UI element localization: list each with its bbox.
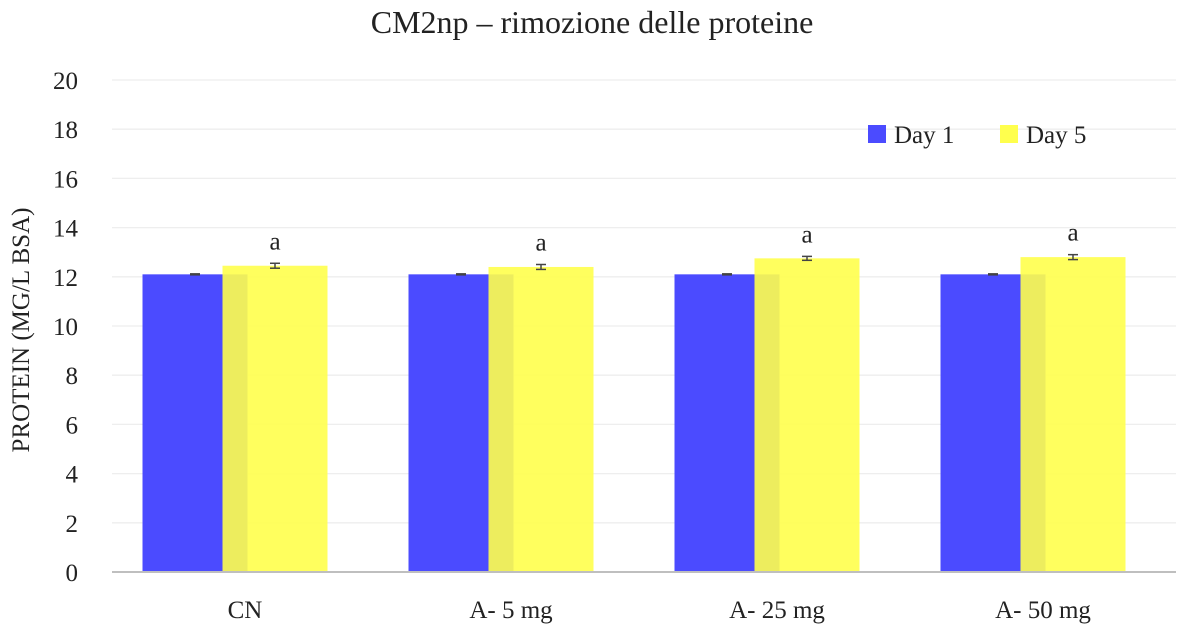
y-tick-label: 10 <box>53 314 78 341</box>
x-tick-label: CN <box>228 597 263 624</box>
y-tick-label: 2 <box>66 511 79 538</box>
bar <box>1020 257 1126 572</box>
y-tick-label: 12 <box>53 265 78 292</box>
legend-swatch <box>868 125 886 143</box>
y-tick-label: 4 <box>66 462 79 489</box>
y-tick-label: 20 <box>53 68 78 95</box>
y-tick-label: 6 <box>66 412 79 439</box>
significance-label: a <box>535 230 546 257</box>
y-tick-label: 16 <box>53 166 78 193</box>
bar <box>488 266 594 572</box>
y-tick-label: 0 <box>66 560 79 587</box>
y-tick-labels: 0 2 4 6 8 10 12 14 16 18 20 <box>53 68 79 587</box>
x-tick-label: A- 50 mg <box>995 597 1091 624</box>
y-tick-label: 14 <box>53 216 79 243</box>
y-axis-label: PROTEIN (MG/L BSA) <box>8 208 35 453</box>
significance-label: a <box>269 228 280 255</box>
legend: Day 1 Day 5 <box>868 122 1086 149</box>
bar <box>222 265 328 572</box>
legend-label: Day 1 <box>894 122 954 149</box>
x-tick-label: A- 5 mg <box>469 597 553 624</box>
chart-title: CM2np – rimozione delle proteine <box>371 4 814 40</box>
bar <box>754 258 860 572</box>
legend-swatch <box>1000 125 1018 143</box>
significance-label: a <box>1067 220 1078 247</box>
significance-label: a <box>801 221 812 248</box>
x-tick-label: A- 25 mg <box>729 597 825 624</box>
y-tick-label: 8 <box>66 363 79 390</box>
y-tick-label: 18 <box>53 117 78 144</box>
legend-label: Day 5 <box>1026 122 1086 149</box>
x-tick-labels: CN A- 5 mg A- 25 mg A- 50 mg <box>228 597 1092 624</box>
